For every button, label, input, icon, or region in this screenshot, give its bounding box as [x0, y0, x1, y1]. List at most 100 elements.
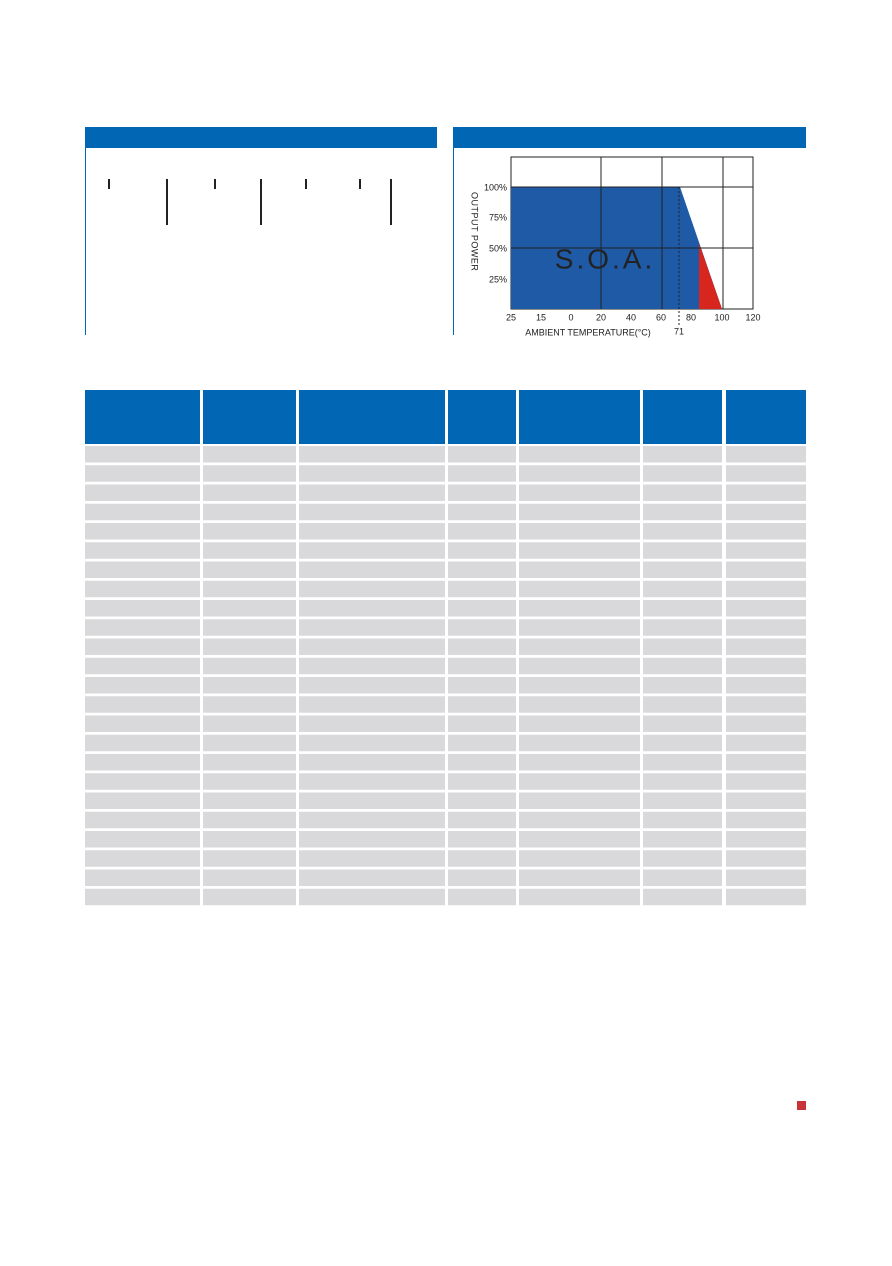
table-cell — [203, 657, 296, 675]
table-cell — [726, 503, 806, 521]
grid — [511, 157, 753, 309]
table-cell — [519, 677, 640, 694]
x-tick-label: 15 — [536, 312, 546, 322]
x-tick-label: 100 — [714, 312, 729, 322]
marker-label: 71 — [674, 326, 684, 336]
table-cell — [85, 869, 200, 886]
table-cell — [519, 831, 640, 848]
table-cell — [299, 888, 445, 906]
table-header-cell — [299, 390, 445, 444]
table-cell — [85, 619, 200, 636]
table-cell — [448, 600, 516, 617]
table-cell — [643, 523, 722, 540]
table-cell — [448, 657, 516, 675]
table-cell — [448, 850, 516, 867]
table-cell — [203, 696, 296, 713]
y-axis-label: OUTPUT POWER — [470, 192, 480, 271]
table-cell — [726, 580, 806, 598]
table-header-cell — [85, 390, 200, 444]
table-cell — [643, 503, 722, 521]
x-tick-label: 120 — [745, 312, 760, 322]
table-cell — [448, 446, 516, 463]
table-cell — [299, 561, 445, 578]
table-cell — [726, 677, 806, 694]
table-cell — [448, 638, 516, 655]
table-cell — [85, 523, 200, 540]
table-cell — [299, 542, 445, 559]
table-cell — [519, 850, 640, 867]
table-cell — [726, 715, 806, 732]
table-cell — [448, 754, 516, 771]
table-cell — [726, 696, 806, 713]
table-cell — [643, 600, 722, 617]
table-cell — [519, 773, 640, 790]
x-tick-label: 0 — [568, 312, 573, 322]
table-cell — [203, 715, 296, 732]
table-cell — [448, 888, 516, 906]
table-header-cell — [726, 390, 806, 444]
table-cell — [299, 484, 445, 501]
table-cell — [643, 465, 722, 482]
left-panel-header — [85, 127, 437, 148]
table-cell — [203, 677, 296, 694]
table-header-cell — [643, 390, 722, 444]
table-cell — [448, 619, 516, 636]
table-cell — [299, 600, 445, 617]
table-cell — [299, 657, 445, 675]
table-cell — [85, 734, 200, 752]
table-cell — [519, 523, 640, 540]
table-cell — [85, 831, 200, 848]
table-cell — [85, 715, 200, 732]
table-cell — [519, 446, 640, 463]
table-cell — [299, 734, 445, 752]
table-cell — [519, 657, 640, 675]
table-cell — [726, 465, 806, 482]
table-cell — [203, 446, 296, 463]
table-cell — [299, 869, 445, 886]
table-cell — [643, 542, 722, 559]
table-cell — [85, 542, 200, 559]
table-cell — [203, 888, 296, 906]
table-cell — [726, 831, 806, 848]
table-cell — [726, 869, 806, 886]
y-tick-label: 75% — [489, 212, 507, 222]
table-cell — [85, 484, 200, 501]
table-cell — [299, 677, 445, 694]
table-cell — [85, 696, 200, 713]
table-cell — [299, 696, 445, 713]
table-cell — [726, 773, 806, 790]
table-cell — [519, 638, 640, 655]
table-cell — [726, 619, 806, 636]
table-header-cell — [203, 390, 296, 444]
table-cell — [519, 811, 640, 829]
table-cell — [299, 773, 445, 790]
table-cell — [643, 446, 722, 463]
table-cell — [203, 754, 296, 771]
table-cell — [85, 792, 200, 809]
table-cell — [519, 619, 640, 636]
table-cell — [448, 792, 516, 809]
table-cell — [726, 888, 806, 906]
table-cell — [299, 619, 445, 636]
table-cell — [203, 503, 296, 521]
table-cell — [203, 523, 296, 540]
x-tick-label: 80 — [686, 312, 696, 322]
table-cell — [519, 561, 640, 578]
table-cell — [643, 754, 722, 771]
table-cell — [203, 850, 296, 867]
table-cell — [203, 869, 296, 886]
table-cell — [519, 503, 640, 521]
table-cell — [643, 696, 722, 713]
table-cell — [643, 773, 722, 790]
table-cell — [726, 734, 806, 752]
table-cell — [85, 446, 200, 463]
table-cell — [448, 773, 516, 790]
page-marker — [797, 1101, 806, 1110]
table-cell — [203, 542, 296, 559]
table-cell — [85, 677, 200, 694]
table-cell — [448, 831, 516, 848]
table-cell — [643, 811, 722, 829]
table-cell — [203, 619, 296, 636]
